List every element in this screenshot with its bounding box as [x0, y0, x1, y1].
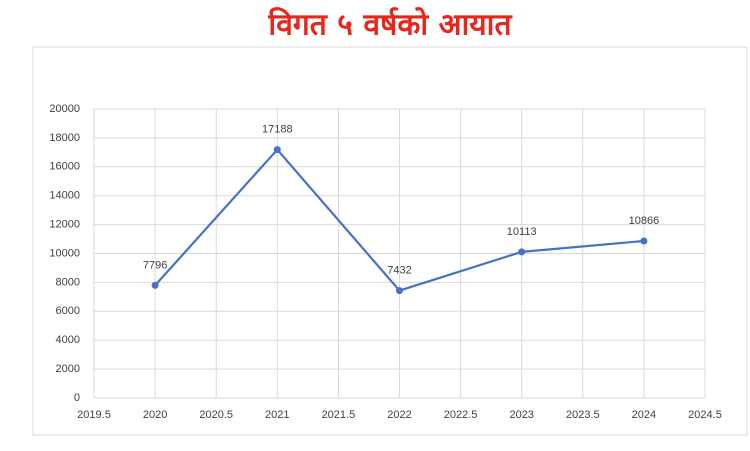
- y-tick-label: 18000: [49, 132, 80, 144]
- data-point: [396, 287, 403, 295]
- y-tick-label: 4000: [56, 334, 80, 346]
- y-tick-label: 20000: [49, 103, 80, 115]
- chart-title: विगत ५ वर्षको आयात: [267, 7, 513, 43]
- data-label: 10866: [629, 215, 660, 227]
- data-label: 7432: [387, 265, 411, 277]
- y-tick-label: 6000: [56, 305, 80, 317]
- x-tick-label: 2024: [632, 409, 656, 421]
- x-tick-label: 2022: [387, 409, 411, 421]
- chart-frame: [32, 46, 748, 436]
- x-tick-label: 2020.5: [199, 409, 233, 421]
- data-point: [151, 281, 159, 289]
- data-label: 7796: [143, 259, 167, 271]
- y-tick-label: 2000: [56, 363, 80, 375]
- x-tick-label: 2023: [509, 409, 533, 421]
- data-label: 10113: [507, 226, 537, 238]
- x-tick-label: 2021.5: [322, 409, 356, 421]
- y-tick-label: 0: [74, 392, 80, 404]
- y-tick-label: 8000: [56, 276, 80, 288]
- y-tick-label: 16000: [49, 161, 80, 173]
- x-tick-label: 2020: [143, 409, 167, 421]
- x-tick-label: 2022.5: [444, 409, 478, 421]
- y-tick-label: 12000: [49, 219, 80, 231]
- data-label: 17188: [262, 124, 293, 136]
- x-tick-label: 2019.5: [77, 409, 111, 421]
- x-tick-label: 2024.5: [688, 409, 722, 421]
- x-tick-label: 2023.5: [566, 409, 600, 421]
- data-point: [273, 146, 281, 154]
- data-point: [640, 237, 648, 245]
- x-tick-label: 2021: [265, 409, 289, 421]
- y-tick-label: 10000: [49, 247, 80, 259]
- y-tick-label: 14000: [49, 190, 80, 202]
- data-point: [518, 248, 526, 256]
